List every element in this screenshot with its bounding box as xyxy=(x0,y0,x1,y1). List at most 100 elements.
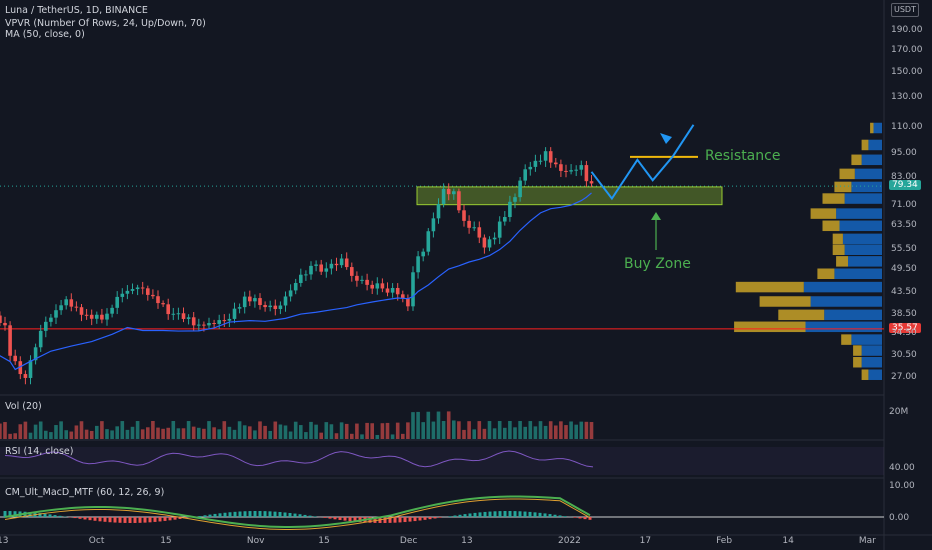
volume-bar xyxy=(574,424,578,439)
buy-zone-arrow-head xyxy=(651,212,661,220)
candle-body xyxy=(538,160,543,162)
price-tick-label: 34.50 xyxy=(891,328,917,339)
volume-bar xyxy=(38,421,43,439)
price-tick-label: 27.00 xyxy=(891,372,917,382)
macd-histogram-bar xyxy=(388,517,392,523)
volume-profile-down-bar xyxy=(834,181,852,193)
macd-histogram-bar xyxy=(498,511,502,517)
macd-histogram-bar xyxy=(508,511,512,517)
macd-histogram-bar xyxy=(478,512,482,517)
macd-histogram-bar xyxy=(563,516,567,517)
macd-histogram-bar xyxy=(303,514,307,517)
candle-body xyxy=(319,264,323,272)
macd-histogram-bar xyxy=(268,511,272,517)
volume-legend[interactable]: Vol (20) xyxy=(5,401,42,412)
volume-bar xyxy=(258,421,262,439)
volume-bar xyxy=(18,424,23,439)
volume-bar xyxy=(589,422,594,439)
macd-signal-line xyxy=(4,498,591,530)
volume-bar xyxy=(497,421,502,439)
rsi-line xyxy=(4,450,594,468)
volume-bar xyxy=(385,422,390,439)
volume-bar xyxy=(288,431,293,439)
macd-histogram-bar xyxy=(113,517,117,523)
candle-body xyxy=(44,321,48,331)
volume-tick: 20M xyxy=(889,407,909,417)
macd-histogram-bar xyxy=(428,517,432,520)
candle-body xyxy=(457,191,461,211)
volume-bar xyxy=(151,421,155,439)
volume-bar xyxy=(171,421,176,439)
volume-bar xyxy=(0,423,2,439)
candle-body xyxy=(339,258,344,266)
candle-body xyxy=(559,164,563,171)
volume-bar xyxy=(395,422,400,439)
volume-bar xyxy=(548,421,553,439)
volume-bar xyxy=(237,421,242,439)
macd-histogram-bar xyxy=(323,517,327,518)
volume-bar xyxy=(8,433,12,439)
buy-zone-label[interactable]: Buy Zone xyxy=(624,256,691,272)
macd-histogram-bar xyxy=(558,515,562,517)
candle-body xyxy=(401,294,405,299)
macd-histogram-bar xyxy=(493,511,497,517)
candle-body xyxy=(227,318,232,321)
volume-profile-up-bar xyxy=(842,233,882,245)
time-tick-label: 13 xyxy=(461,536,473,546)
candle-body xyxy=(528,166,533,170)
macd-histogram-bar xyxy=(243,511,247,517)
volume-bar xyxy=(3,422,7,439)
vpvr-legend[interactable]: VPVR (Number Of Rows, 24, Up/Down, 70) xyxy=(5,18,206,29)
macd-histogram-bar xyxy=(403,517,407,523)
volume-bar xyxy=(28,432,33,439)
rsi-legend[interactable]: RSI (14, close) xyxy=(5,446,74,457)
candle-body xyxy=(105,313,109,320)
candle-body xyxy=(324,268,329,272)
candle-body xyxy=(59,305,63,311)
volume-bar xyxy=(299,425,303,439)
volume-bar xyxy=(181,428,186,439)
volume-bar xyxy=(115,426,119,439)
macd-histogram-bar xyxy=(383,517,387,523)
volume-bar xyxy=(564,425,568,439)
candle-body xyxy=(375,283,380,289)
macd-histogram-bar xyxy=(223,512,227,517)
volume-bar xyxy=(406,422,410,439)
macd-histogram-bar xyxy=(408,517,412,522)
macd-histogram-bar xyxy=(128,517,132,523)
macd-histogram-bar xyxy=(543,513,547,517)
volume-bar xyxy=(344,423,349,439)
volume-bar xyxy=(130,426,135,439)
volume-profile-down-bar xyxy=(822,220,840,232)
volume-bar xyxy=(135,421,140,439)
macd-histogram-bar xyxy=(48,514,52,517)
macd-histogram-bar xyxy=(413,517,417,522)
volume-bar xyxy=(472,429,476,439)
macd-histogram-bar xyxy=(293,513,297,517)
macd-legend[interactable]: CM_Ult_MacD_MTF (60, 12, 26, 9) xyxy=(5,487,165,498)
candle-body xyxy=(237,307,242,309)
macd-histogram-bar xyxy=(438,517,442,518)
macd-histogram-bar xyxy=(198,516,202,517)
volume-profile-up-bar xyxy=(836,208,882,219)
volume-bar xyxy=(436,411,441,439)
candle-body xyxy=(268,305,272,308)
macd-histogram-bar xyxy=(418,517,422,521)
volume-profile-down-bar xyxy=(841,334,852,345)
price-tick-label: 150.00 xyxy=(891,66,923,77)
macd-histogram-bar xyxy=(248,511,252,517)
time-tick-label: 13 xyxy=(0,536,9,546)
macd-tick-zero: 0.00 xyxy=(889,513,910,523)
volume-bar xyxy=(421,422,425,439)
resistance-label[interactable]: Resistance xyxy=(705,148,781,164)
ma-legend[interactable]: MA (50, close, 0) xyxy=(5,29,85,40)
currency-badge[interactable]: USDT xyxy=(891,3,919,17)
volume-profile-down-bar xyxy=(851,154,862,166)
candle-body xyxy=(350,267,354,276)
macd-histogram-bar xyxy=(393,517,397,523)
macd-histogram-bar xyxy=(228,512,232,517)
candle-body xyxy=(253,298,257,302)
volume-bar xyxy=(528,421,533,439)
price-tick-label: 130.00 xyxy=(891,92,923,103)
